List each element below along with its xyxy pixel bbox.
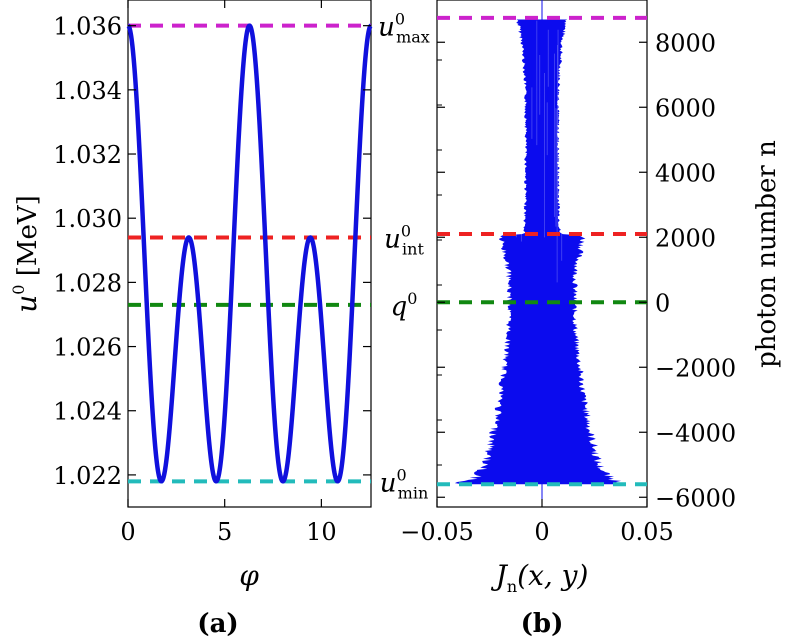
- label-u_int: u0 int: [384, 221, 424, 258]
- panel-b-ytick-label: 8000: [655, 29, 716, 57]
- panel-a-ytick-label: 1.036: [53, 13, 122, 41]
- panel-b-y-axis-label: photon number n: [752, 140, 782, 368]
- panel-a-x-axis-label: φ: [239, 559, 259, 592]
- label-q: q0: [391, 289, 418, 322]
- panel-a-ytick-label: 1.028: [53, 269, 122, 297]
- panel-a-ytick-label: 1.026: [53, 334, 122, 362]
- panel-a-reference-lines: [128, 23, 371, 484]
- label-u_min: u0 min: [380, 465, 429, 502]
- panel-b-ytick-label: −2000: [655, 354, 736, 382]
- svg-text:u0 [MeV]: u0 [MeV]: [9, 195, 43, 313]
- panel-a-ytick-label: 1.030: [53, 205, 122, 233]
- panel-b-ytick-label: 2000: [655, 224, 716, 252]
- panel-a-frame: [127, 0, 372, 508]
- panel-a-ytick-label: 1.022: [53, 462, 122, 490]
- panel-a-ytick-label: 1.024: [53, 398, 122, 426]
- panel-a-chart: 1.022 1.024 1.026 1.028 1.030 1.032 1.034 1.036…: [9, 0, 373, 639]
- panel-b-chart: −6000 −4000 −2000 0 2000 4000 6000 8000 −0.05 0 0.…: [400, 0, 782, 639]
- panel-a-ytick-label: 1.032: [53, 141, 122, 169]
- panel-b-xtick-label: 0: [534, 518, 549, 546]
- panel-a-label: (a): [197, 609, 238, 639]
- label-u_max: u0 max: [378, 10, 430, 47]
- panel-b-x-axis-label: Jn(x, y): [491, 559, 589, 596]
- bessel-oscillation-texture: [515, 20, 563, 283]
- panel-a-y-axis-label: u0 [MeV]: [9, 195, 43, 313]
- panel-a-xtick-label: 10: [306, 518, 337, 546]
- panel-b-ytick-label: 0: [655, 289, 670, 317]
- energy-level-labels: u0 max u0 int q0 u0 min: [378, 10, 430, 503]
- panel-b-ytick-label: 6000: [655, 94, 716, 122]
- panel-b-ytick-label: 4000: [655, 159, 716, 187]
- panel-b-label: (b): [521, 609, 564, 639]
- panel-b-ytick-label: −6000: [655, 484, 736, 512]
- panel-a-ytick-label: 1.034: [53, 77, 122, 105]
- panel-a-xtick-label: 0: [120, 518, 135, 546]
- panel-b-reference-lines: [437, 15, 647, 487]
- panel-b-xtick-label: 0.05: [620, 518, 673, 546]
- panel-b-ytick-label: −4000: [655, 419, 736, 447]
- panel-b-xtick-label: −0.05: [400, 518, 474, 546]
- panel-a-xtick-label: 5: [217, 518, 232, 546]
- energy-curve: [126, 23, 373, 484]
- panel-b-ticks: −6000 −4000 −2000 0 2000 4000 6000 8000 −0.05 0 0.…: [400, 29, 736, 546]
- bessel-envelope-area: [454, 19, 622, 485]
- panel-a-ticks: 1.022 1.024 1.026 1.028 1.030 1.032 1.034 1.036…: [53, 0, 371, 546]
